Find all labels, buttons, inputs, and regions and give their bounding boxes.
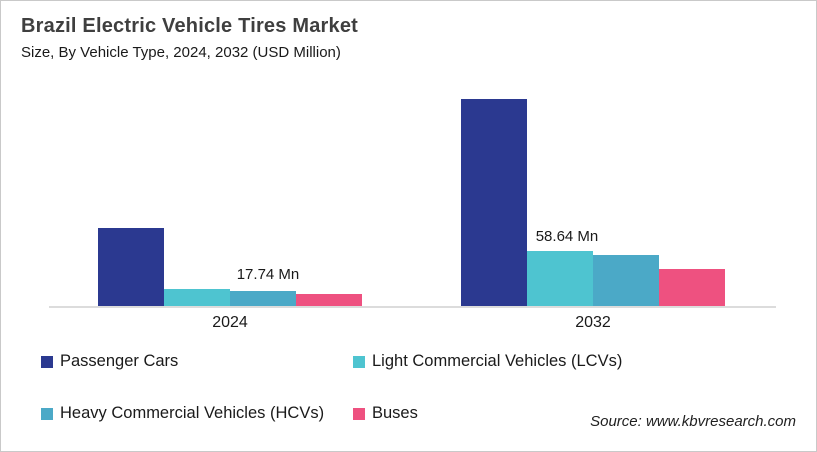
source-attribution: Source: www.kbvresearch.com xyxy=(590,413,796,430)
legend-item-passenger-cars: Passenger Cars xyxy=(41,352,178,371)
x-axis-tick-2024: 2024 xyxy=(212,314,248,331)
bar-2024-heavy-commercial-vehicles-hcvs xyxy=(230,291,296,306)
bar-value-label-2024-light-commercial-vehicles-lcvs: 17.74 Mn xyxy=(236,266,300,283)
bar-chart-plot-area: 17.74 Mn 2024 58.64 Mn 2032 xyxy=(49,86,776,331)
bar-2024-light-commercial-vehicles-lcvs xyxy=(164,289,230,306)
bar-2032-buses xyxy=(659,269,725,306)
bar-value-label-2032-light-commercial-vehicles-lcvs: 58.64 Mn xyxy=(535,228,599,245)
legend-swatch-icon xyxy=(353,355,365,368)
legend-item-heavy-commercial-vehicles-hcvs: Heavy Commercial Vehicles (HCVs) xyxy=(41,404,324,423)
legend-item-light-commercial-vehicles-lcvs: Light Commercial Vehicles (LCVs) xyxy=(353,352,622,371)
chart-subtitle: Size, By Vehicle Type, 2024, 2032 (USD M… xyxy=(21,44,341,61)
chart-header: Brazil Electric Vehicle Tires Market Siz… xyxy=(21,15,358,61)
legend-label: Light Commercial Vehicles (LCVs) xyxy=(372,352,623,370)
bar-2024-passenger-cars xyxy=(98,228,164,306)
bar-2032-heavy-commercial-vehicles-hcvs xyxy=(593,255,659,306)
legend-swatch-icon xyxy=(41,407,53,420)
x-axis-tick-2032: 2032 xyxy=(575,314,611,331)
bar-2032-passenger-cars xyxy=(461,99,527,306)
bar-2032-light-commercial-vehicles-lcvs xyxy=(527,251,593,306)
legend-swatch-icon xyxy=(353,407,365,420)
legend-label: Buses xyxy=(372,404,418,422)
legend-label: Passenger Cars xyxy=(60,352,179,370)
legend-item-buses: Buses xyxy=(353,404,418,423)
legend-label: Heavy Commercial Vehicles (HCVs) xyxy=(60,404,325,422)
bar-2024-buses xyxy=(296,294,362,306)
chart-title: Brazil Electric Vehicle Tires Market xyxy=(21,15,359,37)
legend-swatch-icon xyxy=(41,355,53,368)
